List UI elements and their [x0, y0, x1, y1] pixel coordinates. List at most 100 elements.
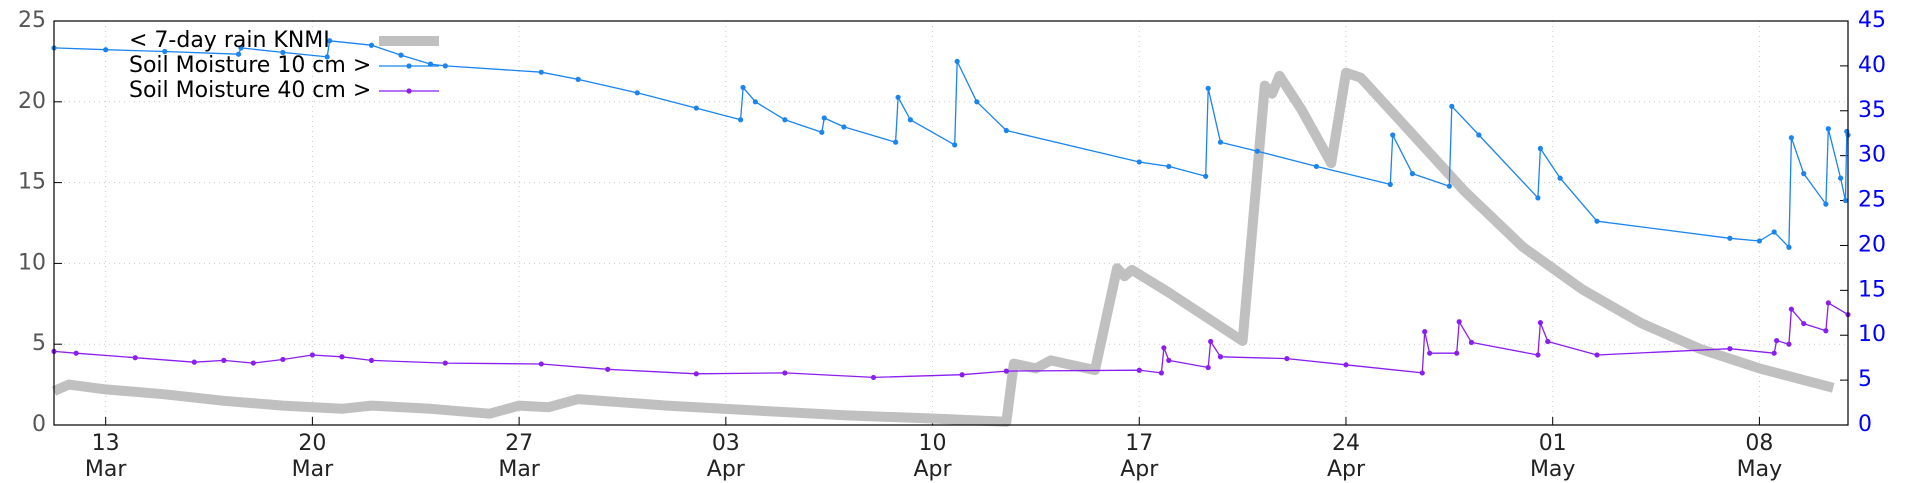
data-point [1003, 127, 1009, 134]
data-point [1788, 135, 1794, 141]
data-point [339, 354, 345, 360]
y2-tick-label: 15 [1858, 277, 1886, 302]
data-point [162, 48, 168, 55]
data-point [740, 84, 746, 91]
data-point [191, 359, 197, 365]
y-tick-label: 25 [18, 8, 46, 33]
data-point [1545, 338, 1551, 345]
y2-tick-label: 30 [1858, 143, 1886, 168]
data-point [1419, 370, 1425, 376]
data-point [368, 357, 375, 363]
data-point [1727, 235, 1733, 241]
x-tick-label: 03 Apr [706, 431, 745, 482]
data-point [752, 99, 758, 105]
data-point [1801, 320, 1807, 327]
data-point [1838, 175, 1844, 181]
y2-tick-label: 35 [1858, 98, 1886, 123]
data-point [1427, 350, 1433, 356]
data-point [895, 94, 901, 100]
data-point [952, 142, 958, 148]
data-point [309, 352, 315, 358]
data-point [634, 90, 640, 96]
data-point [959, 372, 965, 378]
data-point [280, 356, 286, 363]
data-point [1557, 175, 1563, 181]
data-point [324, 54, 330, 60]
data-point [1387, 181, 1393, 187]
data-point [1786, 244, 1792, 250]
data-point [280, 49, 286, 56]
y2-tick-label: 20 [1858, 232, 1886, 257]
y-tick-label: 10 [18, 250, 46, 275]
x-tick-label: 20 Mar [291, 431, 334, 482]
x-tick-label: 10 Apr [913, 431, 952, 482]
data-point [1446, 183, 1452, 189]
data-point [1537, 320, 1543, 326]
data-point [1313, 163, 1320, 170]
y2-tick-label: 10 [1858, 322, 1886, 347]
data-point [575, 76, 581, 82]
data-point [1422, 329, 1428, 335]
data-point [1771, 229, 1777, 235]
data-point [1771, 350, 1777, 356]
legend-marker [406, 88, 412, 94]
data-point [442, 63, 448, 69]
x-tick-label: 13 Mar [84, 431, 127, 482]
data-point [907, 117, 913, 123]
data-point [1449, 103, 1455, 109]
data-point [693, 105, 699, 111]
legend-label: Soil Moisture 40 cm > [129, 78, 371, 103]
data-point [368, 42, 375, 48]
y-tick-label: 15 [18, 170, 46, 195]
data-point [954, 58, 960, 64]
data-point [1535, 195, 1541, 201]
data-point [1786, 341, 1792, 347]
x-tick-label: 17 Apr [1120, 431, 1159, 482]
data-point [1166, 163, 1172, 170]
data-point [1208, 338, 1214, 345]
x-tick-label: 24 Apr [1326, 431, 1365, 482]
data-point [235, 51, 242, 57]
data-point [1594, 218, 1600, 224]
data-point [1003, 368, 1009, 374]
data-point [1535, 352, 1541, 358]
data-point [1727, 346, 1733, 352]
data-point [250, 360, 256, 366]
x-tick-label: 27 Mar [498, 431, 540, 482]
data-point [841, 124, 847, 130]
data-point [737, 117, 744, 123]
data-point [1842, 197, 1849, 204]
data-point [538, 361, 544, 367]
data-point [103, 47, 109, 53]
data-point [870, 374, 877, 381]
data-point [442, 360, 448, 366]
data-point [1825, 126, 1831, 132]
data-point [1409, 171, 1416, 177]
data-point [1254, 148, 1260, 154]
series-line [53, 302, 1849, 379]
plot-frame [53, 20, 1849, 426]
data-point [1205, 364, 1211, 371]
data-point [1537, 145, 1543, 152]
y2-tick-label: 5 [1858, 367, 1872, 392]
data-point [538, 69, 544, 75]
data-point [1801, 171, 1807, 177]
data-point [1158, 370, 1165, 376]
y-tick-label: 0 [32, 412, 46, 437]
y2-tick-label: 25 [1858, 188, 1886, 213]
data-point [1284, 355, 1290, 362]
data-point [693, 371, 699, 377]
data-point [1476, 132, 1482, 138]
y2-tick-label: 0 [1858, 412, 1872, 437]
data-point [1166, 357, 1172, 363]
y2-tick-label: 45 [1858, 8, 1886, 33]
data-point [1825, 300, 1831, 306]
x-tick-label: 01 May [1529, 431, 1576, 482]
legend-marker [406, 63, 412, 69]
y-tick-label: 5 [32, 331, 46, 356]
data-point [1203, 173, 1209, 179]
legend-label: < 7-day rain KNMI [129, 28, 330, 53]
data-point [238, 45, 244, 51]
data-point [1756, 238, 1763, 244]
data-point [1823, 328, 1829, 334]
